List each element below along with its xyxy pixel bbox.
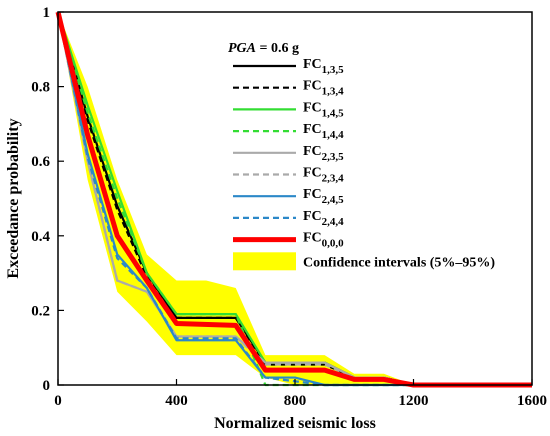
series-line-2-3-5 <box>56 11 532 387</box>
confidence-band-layer <box>58 12 532 385</box>
series-line-1-4-5 <box>56 11 532 387</box>
legend-label-base: FC <box>303 144 322 159</box>
legend-title: PGA = 0.6 g <box>228 41 299 56</box>
legend-label: FC1,3,5 <box>303 57 344 76</box>
legend-label-subscript: 2,3,4 <box>322 173 345 185</box>
y-tick-label: 0.6 <box>31 154 50 170</box>
series-line-1-3-5 <box>56 11 532 387</box>
confidence-band <box>58 12 532 385</box>
legend-label-subscript: 1,4,4 <box>322 129 345 141</box>
x-tick-label: 0 <box>54 393 62 409</box>
legend-label-base: FC <box>303 122 322 137</box>
y-axis-label: Exceedance probability <box>5 118 22 278</box>
legend-label: FC2,4,4 <box>303 209 344 228</box>
legend-swatch-confidence <box>233 252 296 271</box>
x-axis-ticks: 0 400 800 1200 1600 <box>54 379 547 409</box>
y-tick-label: 0.2 <box>31 303 50 319</box>
y-tick-label: 0.8 <box>31 80 50 96</box>
legend-label-base: FC <box>303 100 322 115</box>
legend-label-subscript: 1,4,5 <box>322 107 345 119</box>
y-tick-label: 0.4 <box>31 229 50 245</box>
legend-title-italic: PGA <box>228 41 256 56</box>
legend-label-base: FC <box>303 187 322 202</box>
legend-label: FC0,0,0 <box>303 231 344 250</box>
legend-label-base: FC <box>303 231 322 246</box>
x-tick-label: 800 <box>284 393 307 409</box>
plot-frame <box>57 11 533 386</box>
series-line-2-3-4 <box>56 11 532 387</box>
legend: PGA = 0.6 gFC1,3,5FC1,3,4FC1,4,5FC1,4,4F… <box>228 41 495 271</box>
series-layer <box>55 11 532 388</box>
legend-label: FC1,4,4 <box>303 122 344 141</box>
legend-label: FC2,3,5 <box>303 144 344 163</box>
legend-title-rest: = 0.6 g <box>256 41 299 56</box>
x-tick-label: 1600 <box>517 393 547 409</box>
series-line-1-3-4 <box>56 11 532 387</box>
x-tick-label: 1200 <box>399 393 429 409</box>
series-line-1-4-4 <box>56 11 532 387</box>
legend-label-subscript: 2,4,5 <box>322 194 345 206</box>
y-axis-ticks: 0 0.2 0.4 0.6 0.8 1 <box>31 5 64 394</box>
legend-label-subscript: 0,0,0 <box>322 238 345 250</box>
legend-label-confidence: Confidence intervals (5%–95%) <box>303 255 495 270</box>
series-line-2-4-5 <box>56 11 532 387</box>
legend-label: FC2,4,5 <box>303 187 344 206</box>
series-line-0-0-0 <box>55 11 532 388</box>
legend-label: FC1,3,4 <box>303 79 344 98</box>
legend-label-subscript: 1,3,4 <box>322 86 345 98</box>
legend-label-subscript: 2,4,4 <box>322 216 345 228</box>
legend-label-base: FC <box>303 79 322 94</box>
legend-label-subscript: 2,3,5 <box>322 151 345 163</box>
legend-label-base: FC <box>303 57 322 72</box>
legend-label: FC2,3,4 <box>303 166 344 185</box>
x-tick-label: 400 <box>165 393 188 409</box>
legend-label: FC1,4,5 <box>303 100 344 119</box>
y-tick-label: 0 <box>43 378 51 394</box>
legend-label-base: FC <box>303 209 322 224</box>
legend-label-base: FC <box>303 166 322 181</box>
y-tick-label: 1 <box>43 5 51 21</box>
series-line-2-4-4 <box>56 11 532 387</box>
x-axis-label: Normalized seismic loss <box>214 415 376 432</box>
legend-label-subscript: 1,3,5 <box>322 64 345 76</box>
